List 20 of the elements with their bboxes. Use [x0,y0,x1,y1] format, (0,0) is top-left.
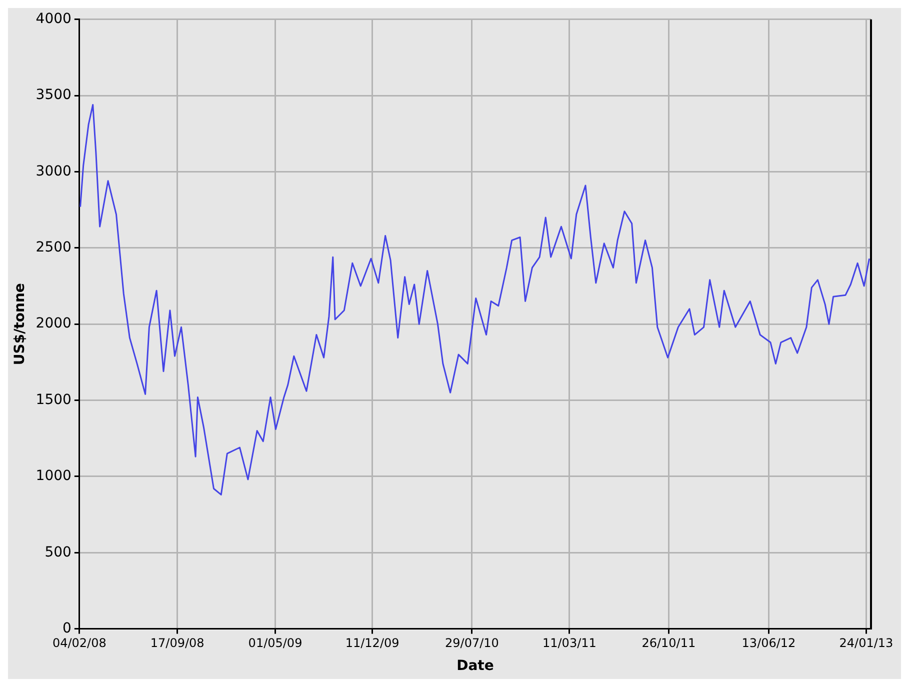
x-tick-label: 29/07/10 [445,636,499,650]
y-tick-label: 0 [62,620,72,636]
y-tick-label: 1500 [36,392,72,408]
x-tick-label: 04/02/08 [52,636,106,650]
y-tick-label: 3500 [36,87,72,104]
x-tick-label: 24/01/13 [839,636,894,650]
y-tick-label: 3000 [36,163,72,180]
x-axis-title: Date [456,658,494,674]
y-tick-label: 2000 [36,316,72,332]
x-tick-label: 26/10/11 [642,636,696,650]
x-tick-label: 11/12/09 [345,636,400,650]
y-tick-label: 500 [44,544,72,560]
x-tick-label: 11/03/11 [542,636,596,650]
x-tick-label: 17/09/08 [150,636,204,650]
x-tick-label: 13/06/12 [742,636,796,650]
y-tick-label: 4000 [36,11,72,28]
y-axis-title: US$/tonne [12,283,28,366]
x-tick-label: 01/05/09 [248,636,302,650]
y-tick-label: 1000 [36,468,72,484]
y-tick-label: 2500 [36,240,72,256]
